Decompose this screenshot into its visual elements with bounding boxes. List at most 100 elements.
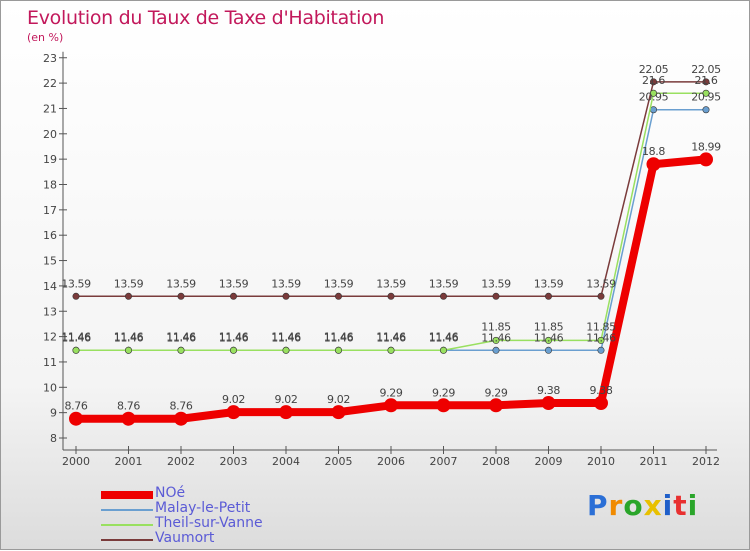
- data-label: 11.46: [376, 330, 406, 343]
- data-label: 11.46: [114, 330, 144, 343]
- data-point: [594, 396, 608, 411]
- y-axis-unit-label: (en %): [27, 31, 64, 44]
- y-tick-label: 15: [43, 255, 57, 268]
- data-label: 9.38: [590, 384, 613, 397]
- y-tick-label: 23: [43, 52, 57, 65]
- data-label: 22.05: [691, 63, 721, 76]
- data-point: [387, 346, 395, 354]
- data-point: [282, 292, 290, 300]
- data-label: 9.02: [222, 393, 245, 406]
- y-tick-label: 9: [50, 407, 57, 420]
- data-point: [177, 292, 185, 300]
- data-point: [282, 346, 290, 354]
- y-tick-label: 8: [50, 432, 57, 445]
- data-label: 11.46: [219, 331, 249, 344]
- data-point: [436, 398, 451, 413]
- x-tick-label: 2006: [377, 455, 405, 468]
- data-label: 22.05: [639, 63, 669, 76]
- data-label: 9.29: [432, 386, 455, 399]
- x-tick-label: 2012: [692, 455, 720, 468]
- y-tick-label: 14: [43, 280, 57, 293]
- x-tick-label: 2001: [115, 455, 143, 468]
- logo-letter: t: [673, 489, 688, 522]
- data-label: 21.6: [642, 74, 665, 87]
- data-point: [439, 292, 447, 300]
- data-point: [334, 292, 342, 300]
- data-label: 8.76: [65, 400, 88, 413]
- x-tick-label: 2007: [430, 455, 458, 468]
- data-label: 11.46: [324, 330, 354, 343]
- data-point: [492, 292, 500, 300]
- data-label: 13.59: [376, 277, 406, 290]
- x-tick-label: 2009: [535, 455, 563, 468]
- y-tick-label: 13: [43, 305, 57, 318]
- x-tick-label: 2004: [272, 455, 300, 468]
- data-label: 11.46: [429, 331, 459, 344]
- data-label: 21.6: [695, 74, 718, 87]
- data-label: 13.59: [586, 277, 616, 290]
- data-point: [334, 346, 342, 354]
- data-point: [492, 336, 500, 344]
- data-point: [384, 398, 398, 413]
- data-point: [387, 292, 395, 300]
- data-label: 13.59: [481, 277, 511, 290]
- data-label: 20.95: [639, 91, 669, 104]
- data-label: 9.29: [485, 386, 508, 399]
- data-label: 11.46: [481, 331, 511, 344]
- data-point: [121, 411, 136, 426]
- x-tick-label: 2008: [482, 455, 510, 468]
- data-label: 13.59: [271, 277, 301, 290]
- data-point: [544, 336, 552, 344]
- data-point: [699, 152, 713, 167]
- data-point: [597, 292, 605, 300]
- data-point: [174, 411, 188, 426]
- legend-swatch: [101, 539, 153, 541]
- series-line-malay-le-petit: [76, 108, 706, 352]
- data-point: [125, 346, 133, 354]
- data-point: [489, 398, 503, 413]
- data-point: [492, 346, 500, 354]
- y-tick-label: 20: [43, 128, 57, 141]
- data-point: [702, 78, 710, 86]
- logo-letter: i: [687, 489, 699, 522]
- data-point: [72, 346, 80, 354]
- data-label: 9.02: [275, 393, 298, 406]
- data-point: [702, 106, 710, 114]
- data-point: [597, 346, 605, 354]
- data-label: 8.76: [170, 400, 193, 413]
- data-label: 11.85: [481, 320, 511, 333]
- data-label: 11.85: [534, 320, 564, 333]
- y-tick-label: 22: [43, 77, 57, 90]
- data-label: 13.59: [166, 277, 196, 290]
- proxiti-logo: Proxiti: [587, 489, 698, 522]
- data-label: 11.46: [429, 330, 459, 343]
- data-point: [230, 292, 238, 300]
- legend-label: Theil-sur-Vanne: [155, 515, 263, 531]
- data-point: [125, 292, 133, 300]
- data-point: [702, 89, 710, 97]
- data-label: 9.29: [380, 386, 403, 399]
- data-label: 13.59: [219, 277, 249, 290]
- data-label: 9.02: [327, 393, 350, 406]
- data-label: 8.76: [117, 400, 140, 413]
- chart-title: Evolution du Taux de Taxe d'Habitation: [27, 7, 385, 29]
- legend-label: NOé: [155, 485, 186, 501]
- data-label: 9.38: [537, 384, 560, 397]
- data-label: 11.46: [271, 330, 301, 343]
- y-tick-label: 10: [43, 381, 57, 394]
- data-label: 13.59: [324, 277, 354, 290]
- x-tick-label: 2011: [640, 455, 668, 468]
- data-point: [544, 346, 552, 354]
- legend-label: Vaumort: [155, 530, 215, 546]
- series-line-vaumort: [76, 81, 706, 298]
- data-point: [649, 78, 657, 86]
- series-line-theil-sur-vanne: [76, 92, 706, 352]
- data-label: 11.46: [166, 330, 196, 343]
- y-tick-label: 19: [43, 153, 57, 166]
- legend-swatch: [101, 509, 153, 511]
- y-tick-label: 12: [43, 331, 57, 344]
- data-point: [331, 405, 346, 420]
- x-tick-label: 2000: [62, 455, 90, 468]
